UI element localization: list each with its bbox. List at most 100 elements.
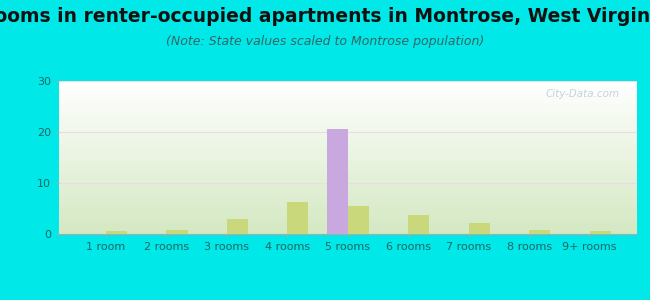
Bar — [58, 200, 637, 201]
Bar — [58, 147, 637, 148]
Bar — [58, 193, 637, 194]
Bar — [58, 188, 637, 189]
Bar — [58, 230, 637, 231]
Bar — [348, 206, 369, 234]
Bar — [58, 136, 637, 137]
Bar — [58, 222, 637, 223]
Bar — [58, 190, 637, 191]
Bar — [287, 202, 309, 234]
Bar — [58, 161, 637, 162]
Bar — [58, 121, 637, 122]
Bar — [58, 181, 637, 182]
Bar — [58, 116, 637, 117]
Bar — [58, 167, 637, 168]
Bar — [58, 172, 637, 173]
Bar — [58, 223, 637, 224]
Bar — [58, 225, 637, 226]
Bar — [58, 129, 637, 130]
Bar — [58, 144, 637, 145]
Bar — [58, 206, 637, 207]
Bar — [58, 205, 637, 206]
Bar — [58, 152, 637, 153]
Bar — [58, 221, 637, 222]
Bar — [166, 230, 188, 234]
Bar — [58, 177, 637, 178]
Bar — [58, 180, 637, 181]
Bar — [58, 87, 637, 88]
Bar — [58, 135, 637, 136]
Bar — [58, 175, 637, 176]
Bar — [58, 170, 637, 171]
Bar — [58, 103, 637, 104]
Bar — [58, 89, 637, 90]
Bar — [58, 125, 637, 126]
Bar — [58, 82, 637, 83]
Bar — [58, 174, 637, 175]
Bar — [58, 198, 637, 199]
Bar — [58, 119, 637, 120]
Bar — [58, 182, 637, 183]
Bar — [106, 232, 127, 234]
Bar — [58, 139, 637, 140]
Bar — [58, 157, 637, 158]
Bar — [58, 171, 637, 172]
Bar — [58, 141, 637, 142]
Bar — [58, 185, 637, 186]
Bar — [58, 114, 637, 115]
Bar — [58, 133, 637, 134]
Bar — [58, 192, 637, 193]
Bar — [58, 132, 637, 133]
Bar — [58, 187, 637, 188]
Bar — [58, 124, 637, 125]
Bar — [58, 215, 637, 216]
Bar — [58, 140, 637, 141]
Bar — [58, 211, 637, 212]
Text: Rooms in renter-occupied apartments in Montrose, West Virginia: Rooms in renter-occupied apartments in M… — [0, 8, 650, 26]
Bar — [58, 110, 637, 111]
Bar — [58, 178, 637, 179]
Bar — [58, 142, 637, 143]
Bar — [58, 134, 637, 135]
Bar — [58, 203, 637, 204]
Bar — [58, 84, 637, 85]
Bar — [58, 194, 637, 195]
Bar — [58, 96, 637, 97]
Bar — [58, 102, 637, 103]
Bar — [58, 201, 637, 202]
Bar — [590, 231, 611, 234]
Bar — [58, 229, 637, 230]
Bar — [58, 109, 637, 110]
Bar — [58, 169, 637, 170]
Bar — [58, 143, 637, 144]
Bar — [58, 158, 637, 159]
Bar — [58, 111, 637, 112]
Bar — [58, 154, 637, 155]
Bar — [58, 207, 637, 208]
Bar — [58, 204, 637, 205]
Bar — [58, 118, 637, 119]
Bar — [58, 130, 637, 131]
Bar — [58, 120, 637, 121]
Bar — [58, 210, 637, 211]
Bar — [58, 176, 637, 177]
Bar — [469, 223, 490, 234]
Bar — [58, 233, 637, 234]
Bar — [58, 104, 637, 105]
Bar — [58, 97, 637, 98]
Bar — [58, 91, 637, 92]
Bar — [58, 184, 637, 185]
Bar — [58, 145, 637, 146]
Bar — [58, 186, 637, 187]
Bar — [58, 227, 637, 228]
Bar — [408, 214, 430, 234]
Bar — [58, 159, 637, 160]
Bar — [58, 90, 637, 91]
Bar — [58, 105, 637, 106]
Bar — [58, 112, 637, 113]
Bar — [58, 217, 637, 218]
Bar — [58, 196, 637, 197]
Bar — [58, 219, 637, 220]
Bar — [529, 230, 551, 234]
Bar — [58, 131, 637, 132]
Bar — [58, 150, 637, 151]
